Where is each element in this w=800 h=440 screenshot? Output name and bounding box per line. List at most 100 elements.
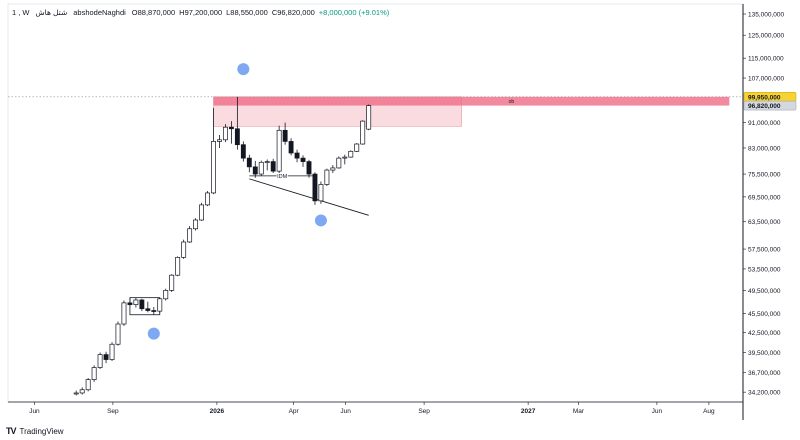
candle-body: [228, 126, 234, 130]
time-tick-label: Apr: [289, 408, 300, 415]
candle: [222, 124, 228, 143]
price-tag: 99,950,000: [743, 92, 797, 102]
price-tick-label: 34,200,000: [748, 390, 781, 397]
candle: [336, 156, 342, 169]
candle: [199, 202, 204, 221]
chart-legend: 1 , W شتل هاش abshodeNaghdi O88,870,000 …: [12, 8, 389, 17]
price-tick-label: 57,500,000: [748, 247, 781, 254]
time-tick-label: Sep: [107, 408, 119, 415]
legend-author: abshodeNaghdi: [73, 8, 126, 17]
time-tick-label: Sep: [418, 408, 430, 415]
legend-close: C96,820,000: [271, 8, 315, 17]
candle: [258, 160, 264, 176]
candle: [360, 120, 366, 145]
price-tick-label: 63,500,000: [748, 219, 781, 226]
marker-dot: [237, 63, 250, 76]
time-tick-label: 2026: [210, 408, 225, 415]
candle: [133, 297, 139, 308]
candle: [330, 165, 336, 173]
candle-body: [252, 166, 258, 175]
candle: [175, 256, 181, 277]
candle-body: [109, 343, 115, 360]
candle-body: [240, 144, 246, 159]
candle-body: [336, 157, 342, 169]
candle: [306, 159, 312, 178]
candle-body: [222, 126, 228, 141]
time-tick-label: Aug: [703, 408, 715, 415]
candle: [366, 104, 372, 131]
candle-body: [366, 105, 372, 130]
candle-body: [163, 289, 169, 300]
candle-body: [306, 161, 312, 175]
order-block-label: ob: [509, 99, 515, 105]
candle-body: [127, 302, 133, 305]
candle: [73, 390, 79, 396]
candle: [270, 158, 276, 173]
legend-site: شتل هاش: [35, 8, 68, 17]
legend-high: H97,200,000: [179, 8, 223, 17]
candle: [294, 149, 300, 163]
candle-body: [151, 310, 157, 312]
price-tick-label: 91,000,000: [748, 120, 781, 127]
candle-body: [288, 141, 294, 154]
candle: [193, 218, 199, 231]
candle-body: [294, 152, 300, 159]
candle-body: [199, 204, 204, 221]
time-tick-label: 2027: [521, 408, 536, 415]
candle: [139, 298, 145, 312]
candle: [151, 306, 157, 315]
candle-body: [312, 173, 318, 202]
price-tag-label: 96,820,000: [748, 103, 781, 110]
candle: [169, 274, 175, 293]
candle: [240, 141, 246, 162]
candle-body: [115, 323, 121, 345]
candle-body: [169, 274, 175, 291]
time-axis[interactable]: Jun Sep 2026 Apr Jun Sep 2027 Mar Jun Aug: [29, 402, 715, 415]
price-tick-label: 42,500,000: [748, 330, 781, 337]
time-tick-label: Jun: [29, 408, 40, 415]
candle-body: [73, 392, 79, 395]
tradingview-brand: TradingView: [19, 426, 64, 436]
candle: [342, 154, 348, 165]
candle: [234, 96, 240, 150]
candle-body: [270, 161, 276, 172]
candle: [276, 125, 282, 173]
candle-body: [121, 302, 127, 325]
candle: [163, 288, 169, 301]
candle-body: [181, 241, 187, 258]
candle: [115, 321, 121, 346]
candle-body: [276, 129, 282, 172]
price-tick-label: 83,000,000: [748, 145, 781, 152]
candle-body: [205, 192, 210, 206]
candle: [121, 300, 127, 326]
price-tick-label: 115,000,000: [748, 56, 784, 63]
candle-body: [258, 161, 264, 175]
legend-change: +8,000,000 (+9.01%): [318, 8, 390, 17]
candle-body: [282, 129, 288, 142]
candle: [211, 107, 216, 195]
footer-branding[interactable]: TV TradingView: [6, 426, 64, 436]
annotations: IDM: [8, 96, 743, 316]
time-tick-label: Jun: [652, 408, 663, 415]
candle: [217, 135, 222, 148]
candle: [348, 150, 354, 158]
candle: [312, 172, 318, 205]
candle-body: [91, 367, 97, 380]
candle: [85, 378, 91, 392]
candle: [324, 168, 330, 186]
candle: [246, 154, 252, 173]
candle-body: [318, 184, 324, 202]
candle-body: [79, 389, 85, 394]
legend-symbol: 1 , W: [12, 8, 30, 17]
price-tick-label: 125,000,000: [748, 33, 785, 40]
price-axis[interactable]: 135,000,000 125,000,000 115,000,000 107,000…: [743, 12, 797, 397]
candle: [205, 190, 210, 207]
candle-body: [97, 354, 103, 368]
markers: [147, 63, 327, 340]
candle-body: [324, 169, 330, 185]
candle-body: [300, 157, 306, 162]
price-tick-label: 53,500,000: [748, 266, 781, 273]
price-tick-label: 49,500,000: [748, 288, 781, 295]
tradingview-logo-icon: TV: [6, 426, 16, 436]
